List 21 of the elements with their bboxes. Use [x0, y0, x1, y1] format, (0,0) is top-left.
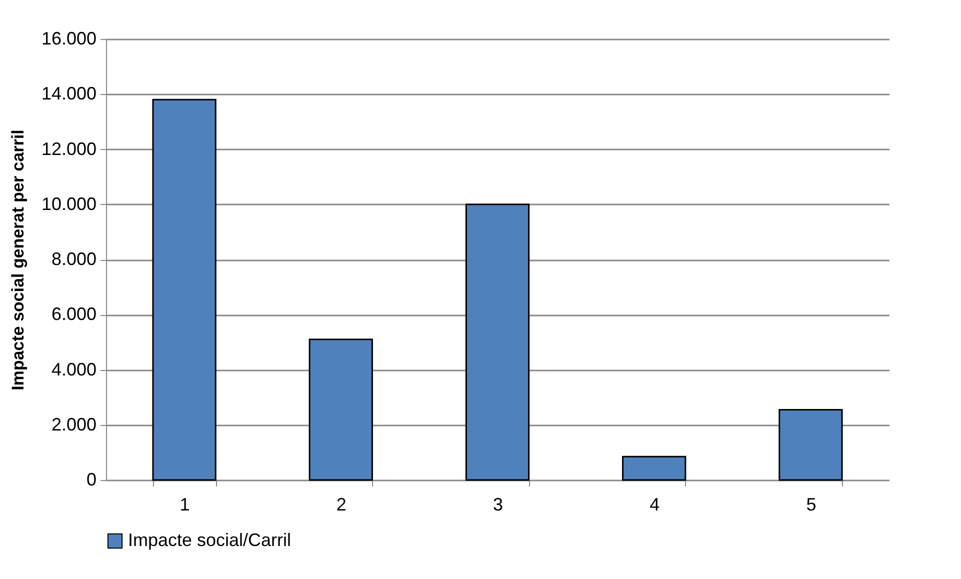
x-tick-label: 4: [650, 494, 660, 514]
y-tick-label: 14.000: [41, 84, 96, 104]
x-tick-label: 5: [806, 494, 816, 514]
y-tick-label: 0: [86, 470, 96, 490]
y-tick-label: 6.000: [51, 304, 96, 324]
bar: [308, 338, 373, 481]
bar: [152, 98, 216, 481]
y-axis-title: Impacte social generat per carril: [8, 130, 28, 390]
y-tick-label: 12.000: [41, 138, 96, 159]
x-tick-label: 2: [336, 494, 346, 514]
bar: [465, 204, 530, 481]
y-tick-label: 4.000: [51, 359, 96, 380]
x-tick-label: 3: [492, 494, 504, 514]
bar: [778, 408, 843, 481]
legend-label: Impacte social/Carril: [128, 530, 292, 550]
x-tick-label: 1: [180, 494, 190, 514]
y-tick-label: 8.000: [51, 249, 96, 269]
y-tick-label: 16.000: [41, 28, 96, 48]
y-tick-label: 10.000: [41, 194, 96, 214]
y-tick-label: 2.000: [51, 414, 96, 434]
bar: [622, 456, 686, 481]
